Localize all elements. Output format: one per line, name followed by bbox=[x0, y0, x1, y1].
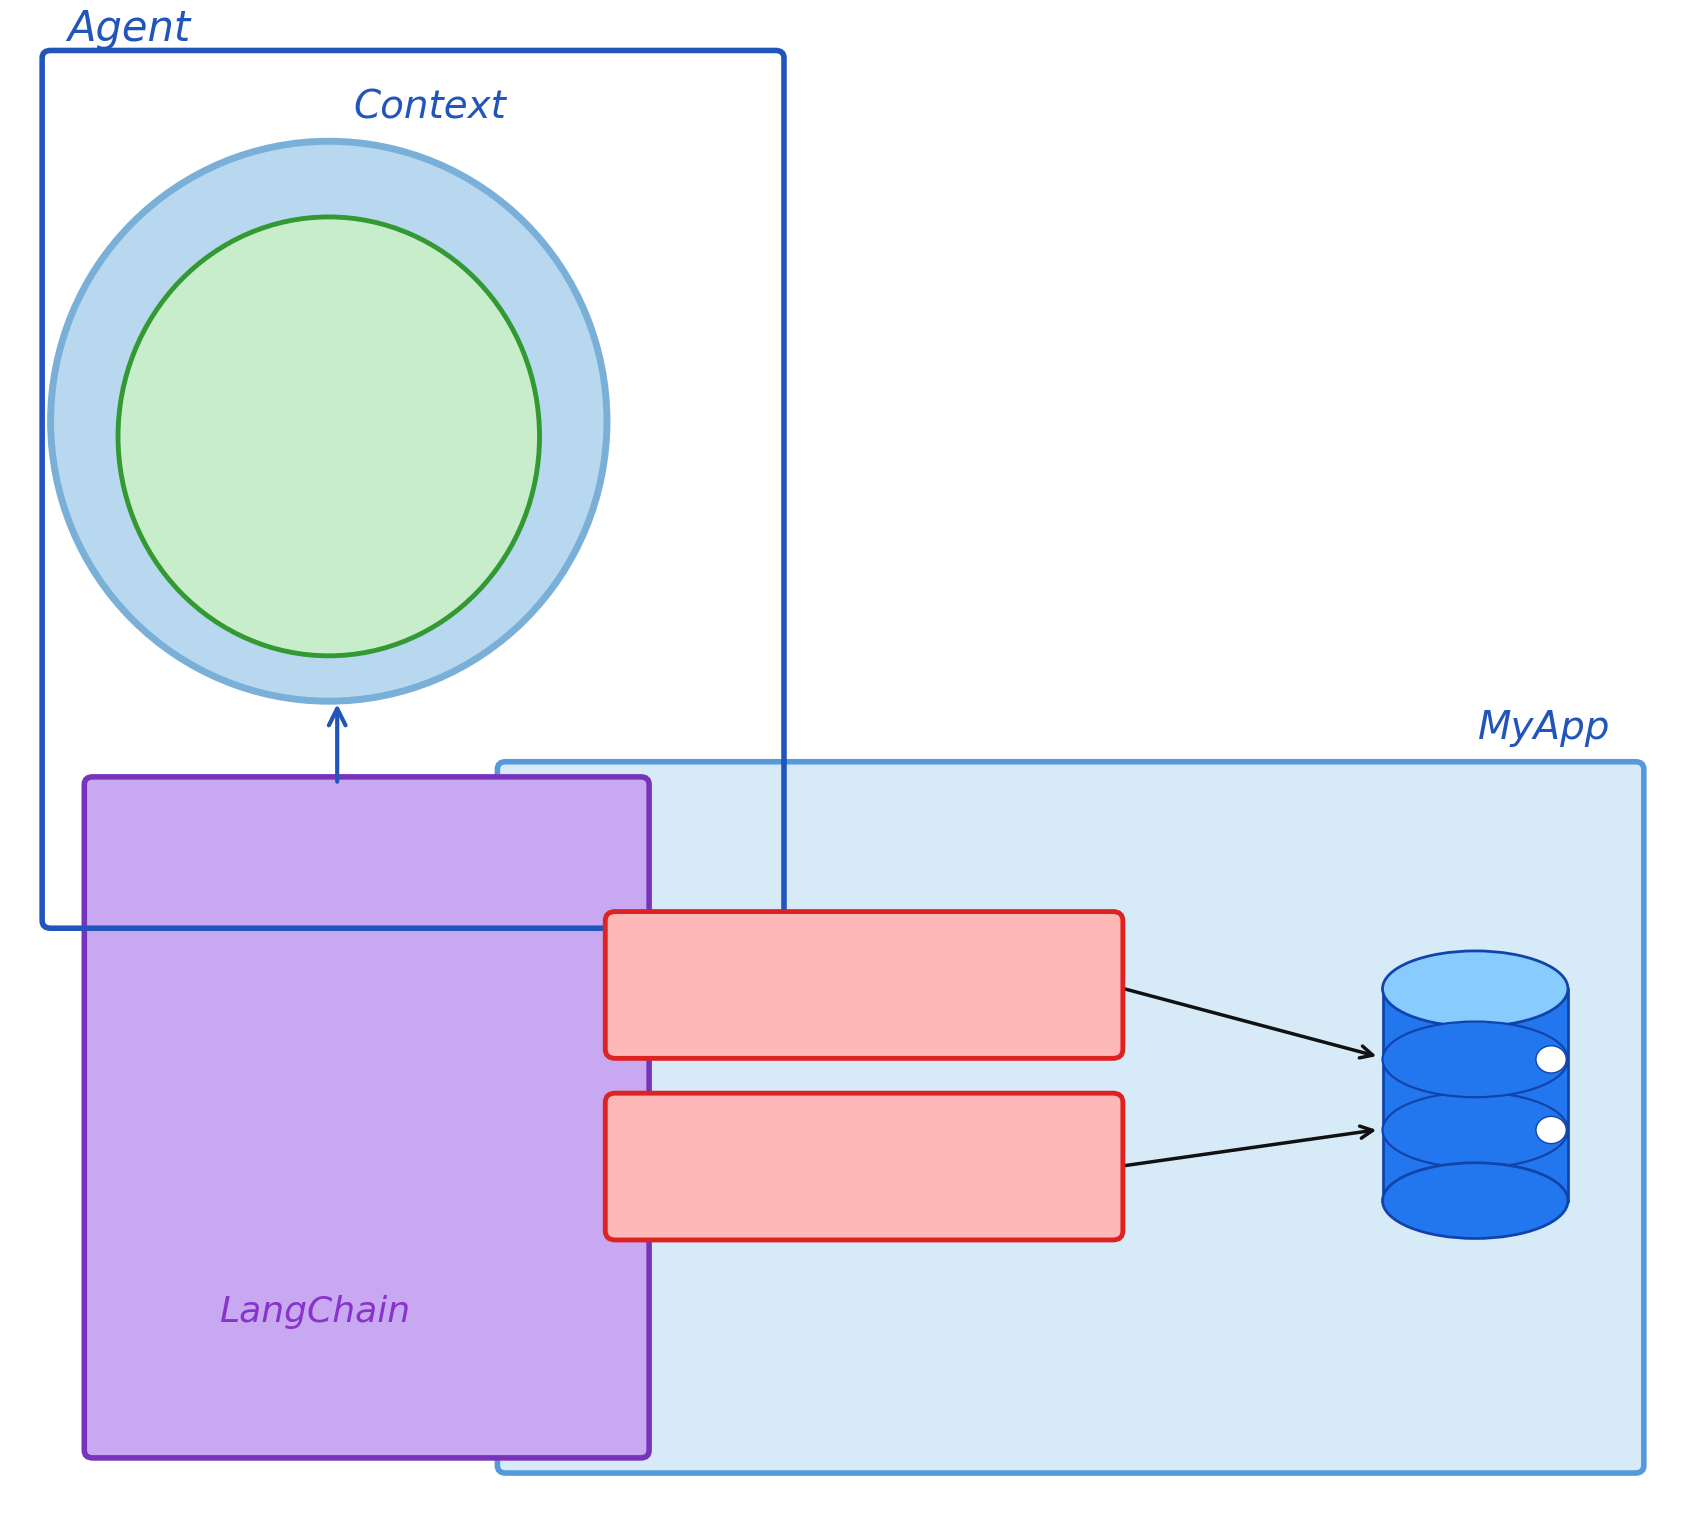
Text: FitnessLogs functions: FitnessLogs functions bbox=[713, 1154, 1013, 1181]
Ellipse shape bbox=[51, 142, 607, 702]
FancyBboxPatch shape bbox=[605, 1093, 1123, 1241]
Text: ChatGPT: ChatGPT bbox=[251, 427, 406, 461]
Text: MyApp: MyApp bbox=[1477, 708, 1610, 746]
FancyBboxPatch shape bbox=[84, 777, 649, 1457]
Ellipse shape bbox=[1383, 1163, 1568, 1239]
Circle shape bbox=[1536, 1117, 1566, 1143]
Text: UserSettings functions: UserSettings functions bbox=[706, 972, 1020, 1000]
Text: Agent: Agent bbox=[67, 9, 191, 50]
Text: Context: Context bbox=[354, 89, 506, 127]
Circle shape bbox=[1536, 1045, 1566, 1073]
Ellipse shape bbox=[1383, 1093, 1568, 1167]
FancyBboxPatch shape bbox=[497, 761, 1644, 1473]
Bar bbox=[1383, 989, 1568, 1201]
Ellipse shape bbox=[1383, 951, 1568, 1027]
FancyBboxPatch shape bbox=[605, 911, 1123, 1059]
Text: LangChain: LangChain bbox=[219, 1296, 410, 1329]
Ellipse shape bbox=[118, 217, 540, 656]
Ellipse shape bbox=[1383, 1021, 1568, 1097]
